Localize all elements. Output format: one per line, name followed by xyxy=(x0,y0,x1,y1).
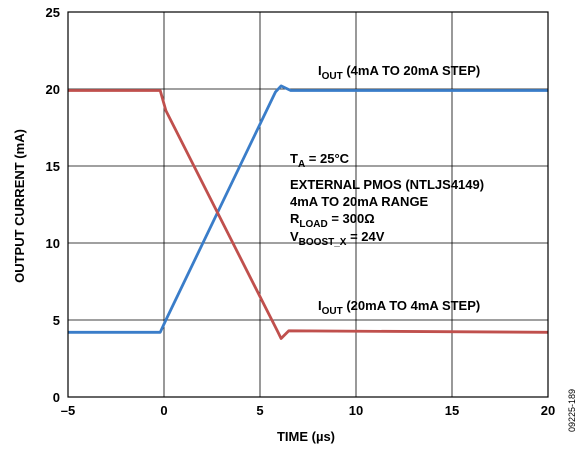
plot-frame xyxy=(67,11,549,398)
x-tick-label: 15 xyxy=(445,403,459,418)
annotation-ta: TA = 25°C xyxy=(290,151,350,170)
x-tick-label: 5 xyxy=(256,403,263,418)
series-label-falling: IOUT (20mA TO 4mA STEP) xyxy=(318,298,480,317)
y-tick-label: 0 xyxy=(53,390,60,405)
series-label-rising: IOUT (4mA TO 20mA STEP) xyxy=(318,63,480,82)
y-tick-label: 5 xyxy=(53,313,60,328)
series-line-falling xyxy=(68,89,549,340)
y-tick-label: 10 xyxy=(46,236,60,251)
series-line-rising xyxy=(68,84,548,334)
y-axis-title: OUTPUT CURRENT (mA) xyxy=(12,129,27,283)
annotation-rload: RLOAD = 300Ω xyxy=(290,211,375,230)
x-tick-label: 10 xyxy=(349,403,363,418)
x-axis-title: TIME (µs) xyxy=(277,429,335,444)
figure-id: 09225-189 xyxy=(567,389,577,432)
y-tick-label: 25 xyxy=(46,5,60,20)
series-layer xyxy=(68,84,549,340)
x-tick-label: –5 xyxy=(61,403,75,418)
x-tick-label: 0 xyxy=(160,403,167,418)
x-tick-label: 20 xyxy=(541,403,555,418)
y-tick-label: 20 xyxy=(46,82,60,97)
y-tick-label: 15 xyxy=(46,159,60,174)
grid xyxy=(68,12,548,397)
annotation-vboost: VBOOST_X = 24V xyxy=(290,229,385,248)
annotation-range: 4mA TO 20mA RANGE xyxy=(290,194,429,209)
annotation-pmos: EXTERNAL PMOS (NTLJS4149) xyxy=(290,177,484,192)
